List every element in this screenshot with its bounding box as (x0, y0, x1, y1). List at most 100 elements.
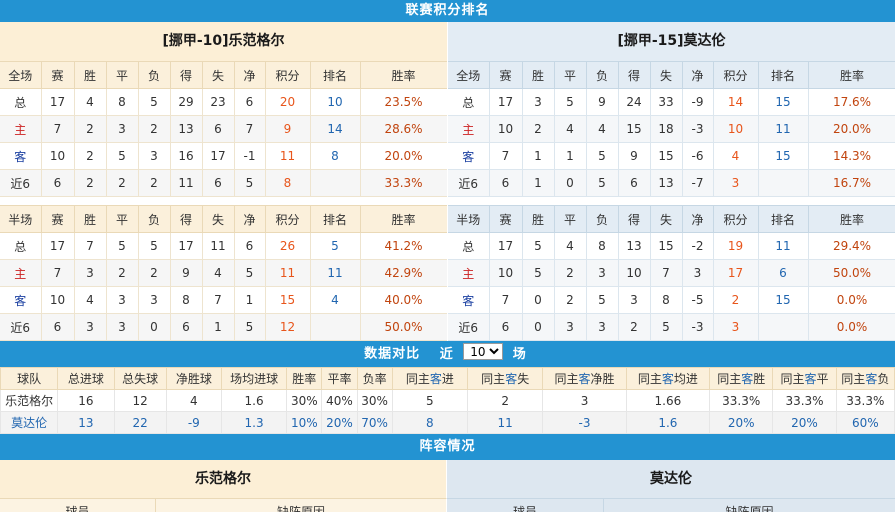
stand-value: 5 (554, 88, 587, 116)
stand-col-header: 得 (170, 205, 203, 233)
stand-col-header: 全场 (0, 61, 42, 89)
stand-value: 15 (650, 142, 683, 170)
compare-value: 5 (391, 389, 469, 412)
stand-value: 5 (106, 142, 139, 170)
stand-value: 5 (586, 286, 619, 314)
stand-col-header: 净 (682, 205, 714, 233)
stand-value: 6 (234, 88, 266, 116)
lineup-home-team: 乐范格尔 (0, 460, 447, 498)
table-row: 主 10 2 4 4 15 18 -3 10 11 20.0% (448, 115, 895, 143)
stand-value: 3 (106, 115, 139, 143)
stand-col-header: 胜率 (360, 61, 448, 89)
table-row: 莫达伦 13 22 -9 1.3 10% 20% 70% 8 11 -3 1.6 20% 20% 60% (0, 411, 895, 434)
stand-value: 11 (170, 169, 203, 197)
table-row: 近6 6 3 3 0 6 1 5 12 50.0% (0, 313, 448, 341)
compare-value: 70% (356, 411, 393, 434)
stand-rank: 6 (758, 259, 809, 287)
stand-row-label: 客 (448, 286, 490, 314)
compare-col-header: 总失球 (113, 367, 167, 390)
stand-rank (310, 313, 361, 341)
stand-points: 14 (713, 88, 759, 116)
stand-value: 17 (489, 232, 523, 260)
stand-col-header: 积分 (265, 205, 311, 233)
stand-value: 4 (586, 115, 619, 143)
stand-value: 16 (170, 142, 203, 170)
table-row: 客 7 1 1 5 9 15 -6 4 15 14.3% (448, 142, 895, 170)
stand-col-header: 失 (202, 61, 235, 89)
compare-value: 12 (113, 389, 167, 412)
stand-value: 3 (522, 88, 555, 116)
stand-col-header: 排名 (758, 205, 809, 233)
stand-value: -9 (682, 88, 714, 116)
standings-container: [挪甲-10]乐范格尔 全场赛胜平负得失净积分 排名 胜率 总 17 4 8 5 29 23 6 2… (0, 22, 895, 341)
stand-points: 26 (265, 232, 311, 260)
stand-value: 7 (234, 115, 266, 143)
stand-value: 2 (106, 169, 139, 197)
stand-col-header: 净 (234, 205, 266, 233)
compare-value: 40% (321, 389, 358, 412)
stand-value: 8 (650, 286, 683, 314)
stand-value: 11 (202, 232, 235, 260)
stand-value: 1 (202, 313, 235, 341)
stand-value: -6 (682, 142, 714, 170)
stand-row-label: 主 (0, 259, 42, 287)
stand-col-header: 失 (202, 205, 235, 233)
stand-value: 3 (618, 286, 651, 314)
stand-value: 9 (170, 259, 203, 287)
compare-col-header: 场均进球 (220, 367, 288, 390)
lineup-away: 莫达伦 球员 缺阵原因 (447, 460, 895, 512)
stand-points: 12 (265, 313, 311, 341)
compare-value: -9 (165, 411, 222, 434)
stand-points: 3 (713, 169, 759, 197)
away-full-table: 全场赛胜平负得失净积分 排名 胜率 总 17 3 5 9 24 33 -9 14 15 17.6% 主 10… (448, 61, 895, 197)
compare-value: -3 (542, 411, 627, 434)
section-header-standings: 联赛积分排名 (0, 0, 895, 22)
stand-value: 1 (554, 142, 587, 170)
stand-rank: 14 (310, 115, 361, 143)
comparison-header-row: 球队 总进球 总失球 净胜球 场均进球 胜率 平率 负率 同主客进 同主客失 同主客净胜 同主客均进同… (0, 367, 895, 390)
stand-col-header: 负 (586, 61, 619, 89)
stand-col-header: 胜 (74, 205, 107, 233)
stand-value: 1 (522, 169, 555, 197)
games-count-select[interactable]: 61020 (463, 343, 504, 360)
stand-value: 0 (138, 313, 171, 341)
stand-row-label: 近6 (448, 313, 490, 341)
stand-value: 2 (138, 115, 171, 143)
table-row: 总 17 4 8 5 29 23 6 20 10 23.5% (0, 88, 448, 116)
table-row: 近6 6 2 2 2 11 6 5 8 33.3% (0, 169, 448, 197)
stand-value: 7 (41, 115, 75, 143)
compare-value: 33.3% (835, 389, 895, 412)
games-select-wrapper[interactable]: 61020 (463, 340, 504, 366)
stand-col-header: 平 (554, 205, 587, 233)
stand-rank: 11 (758, 232, 809, 260)
stand-rank: 15 (758, 88, 809, 116)
stand-value: 10 (41, 142, 75, 170)
compare-col-header: 同主客负 (835, 367, 895, 390)
stand-value: 4 (74, 88, 107, 116)
stand-row-label: 近6 (0, 169, 42, 197)
lineup-away-col-player: 球员 (447, 498, 604, 512)
stand-rank (758, 313, 809, 341)
compare-col-header: 同主客胜 (709, 367, 774, 390)
stand-winrate: 50.0% (808, 259, 895, 287)
stand-value: 13 (618, 232, 651, 260)
compare-value: 10% (286, 411, 323, 434)
table-row: 客 10 4 3 3 8 7 1 15 4 40.0% (0, 286, 448, 314)
table-row: 主 7 3 2 2 9 4 5 11 11 42.9% (0, 259, 448, 287)
stand-col-header: 半场 (448, 205, 490, 233)
home-full-header-row: 全场赛胜平负得失净积分 排名 胜率 (0, 61, 448, 89)
compare-value: 3 (542, 389, 627, 412)
compare-col-header: 同主客进 (391, 367, 469, 390)
lineup-home-col-player: 球员 (0, 498, 156, 512)
home-half-header-row: 半场赛胜平负得失净积分 排名 胜率 (0, 205, 448, 233)
stand-winrate: 29.4% (808, 232, 895, 260)
stand-value: 9 (586, 88, 619, 116)
stand-value: 8 (586, 232, 619, 260)
stand-col-header: 胜率 (808, 61, 895, 89)
compare-col-header: 同主客均进 (625, 367, 711, 390)
stand-col-header: 胜 (522, 205, 555, 233)
stand-value: 3 (554, 313, 587, 341)
stand-value: 4 (202, 259, 235, 287)
compare-col-header: 净胜球 (165, 367, 222, 390)
section-title-lineup: 阵容情况 (419, 439, 476, 454)
